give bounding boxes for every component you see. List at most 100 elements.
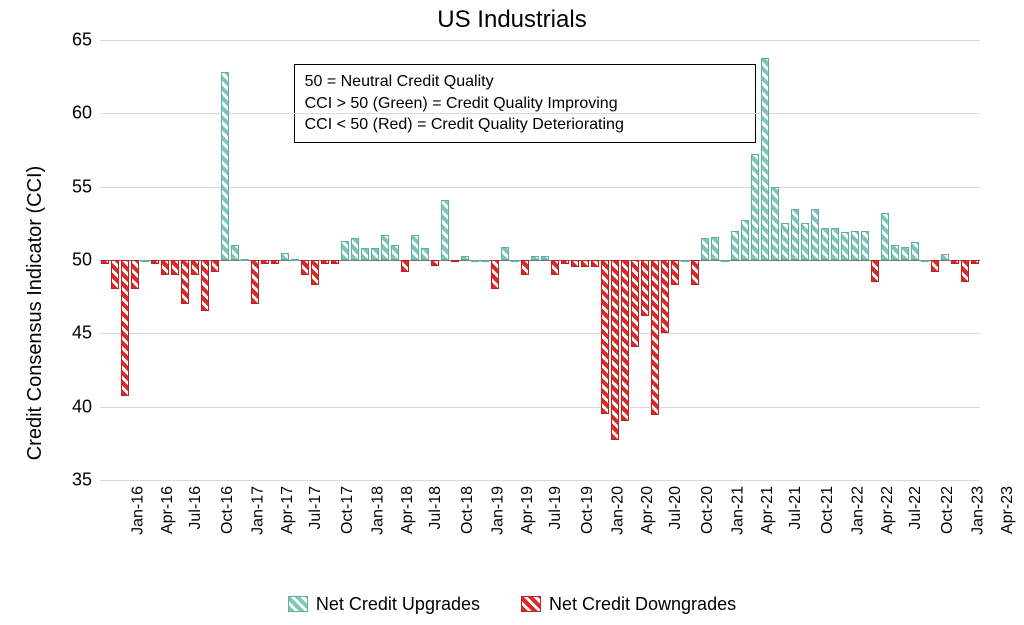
bar-upgrade <box>441 200 449 260</box>
bar-downgrade <box>521 260 529 275</box>
bar-upgrade <box>821 228 829 260</box>
bar-upgrade <box>941 254 949 260</box>
bar-upgrade <box>701 238 709 260</box>
bar-upgrade <box>721 260 729 262</box>
bar-upgrade <box>741 220 749 260</box>
bar-downgrade <box>611 260 619 440</box>
bar-downgrade <box>581 260 589 267</box>
bar-upgrade <box>861 231 869 260</box>
bar-downgrade <box>111 260 119 289</box>
xtick-label: Jul-17 <box>307 486 325 530</box>
xtick-label: Oct-18 <box>459 486 477 534</box>
bar-upgrade <box>541 256 549 260</box>
bar-downgrade <box>871 260 879 282</box>
xtick-label: Oct-22 <box>939 486 957 534</box>
xtick-label: Jan-19 <box>489 486 507 535</box>
ytick-label: 45 <box>72 323 100 344</box>
bar-upgrade <box>831 228 839 260</box>
bar-downgrade <box>171 260 179 275</box>
bar-downgrade <box>601 260 609 414</box>
bar-upgrade <box>361 248 369 260</box>
xtick-label: Jan-21 <box>729 486 747 535</box>
xtick-label: Jan-22 <box>849 486 867 535</box>
baseline <box>100 260 980 261</box>
xtick-label: Apr-23 <box>999 486 1017 534</box>
bar-upgrade <box>881 213 889 260</box>
xtick-label: Apr-17 <box>279 486 297 534</box>
plot-area: 50 = Neutral Credit QualityCCI > 50 (Gre… <box>100 40 980 481</box>
legend-swatch-downgrades <box>521 596 541 612</box>
bar-downgrade <box>191 260 199 275</box>
bar-downgrade <box>631 260 639 347</box>
gridline <box>100 333 980 334</box>
gridline <box>100 187 980 188</box>
bar-downgrade <box>301 260 309 275</box>
bar-downgrade <box>261 260 269 264</box>
xtick-label: Jan-23 <box>969 486 987 535</box>
bar-downgrade <box>971 260 979 264</box>
bar-upgrade <box>411 235 419 260</box>
bar-downgrade <box>571 260 579 267</box>
bar-upgrade <box>681 260 689 262</box>
annotation-line: 50 = Neutral Credit Quality <box>305 71 745 93</box>
bar-upgrade <box>531 256 539 260</box>
bar-downgrade <box>331 260 339 264</box>
bar-downgrade <box>181 260 189 304</box>
bar-upgrade <box>391 245 399 260</box>
bar-downgrade <box>451 260 459 262</box>
bar-upgrade <box>511 260 519 262</box>
bar-downgrade <box>201 260 209 311</box>
xtick-label: Jul-20 <box>667 486 685 530</box>
legend-label-downgrades: Net Credit Downgrades <box>549 594 736 615</box>
xtick-label: Oct-21 <box>819 486 837 534</box>
legend-item-upgrades: Net Credit Upgrades <box>288 594 480 615</box>
bar-upgrade <box>141 260 149 262</box>
bar-downgrade <box>561 260 569 264</box>
bar-downgrade <box>661 260 669 333</box>
gridline <box>100 40 980 41</box>
xtick-label: Jan-18 <box>369 486 387 535</box>
bar-downgrade <box>621 260 629 421</box>
xtick-label: Apr-18 <box>399 486 417 534</box>
bar-upgrade <box>221 72 229 260</box>
bar-upgrade <box>841 232 849 260</box>
bar-downgrade <box>251 260 259 304</box>
bar-upgrade <box>341 241 349 260</box>
bar-downgrade <box>591 260 599 267</box>
bar-upgrade <box>231 245 239 260</box>
ytick-label: 35 <box>72 470 100 491</box>
xtick-label: Apr-16 <box>159 486 177 534</box>
annotation-line: CCI > 50 (Green) = Credit Quality Improv… <box>305 93 745 115</box>
ytick-label: 40 <box>72 396 100 417</box>
bar-downgrade <box>431 260 439 266</box>
bar-downgrade <box>101 260 109 264</box>
bar-upgrade <box>241 259 249 261</box>
xtick-label: Apr-20 <box>639 486 657 534</box>
bar-downgrade <box>671 260 679 285</box>
bar-upgrade <box>791 209 799 260</box>
bar-downgrade <box>651 260 659 415</box>
legend-label-upgrades: Net Credit Upgrades <box>316 594 480 615</box>
xtick-label: Jan-17 <box>249 486 267 535</box>
bar-downgrade <box>951 260 959 264</box>
bar-upgrade <box>911 242 919 260</box>
bar-downgrade <box>491 260 499 289</box>
xtick-label: Oct-16 <box>219 486 237 534</box>
bar-upgrade <box>731 231 739 260</box>
xtick-label: Jul-16 <box>187 486 205 530</box>
legend-item-downgrades: Net Credit Downgrades <box>521 594 736 615</box>
bar-downgrade <box>121 260 129 396</box>
bar-downgrade <box>931 260 939 272</box>
bar-downgrade <box>691 260 699 285</box>
ytick-label: 55 <box>72 176 100 197</box>
bar-downgrade <box>211 260 219 272</box>
ytick-label: 60 <box>72 103 100 124</box>
bar-upgrade <box>471 260 479 262</box>
bar-upgrade <box>281 253 289 260</box>
bar-upgrade <box>421 248 429 260</box>
annotation-line: CCI < 50 (Red) = Credit Quality Deterior… <box>305 114 745 136</box>
legend-swatch-upgrades <box>288 596 308 612</box>
annotation-box: 50 = Neutral Credit QualityCCI > 50 (Gre… <box>294 64 756 143</box>
bar-upgrade <box>381 235 389 260</box>
bar-downgrade <box>401 260 409 272</box>
